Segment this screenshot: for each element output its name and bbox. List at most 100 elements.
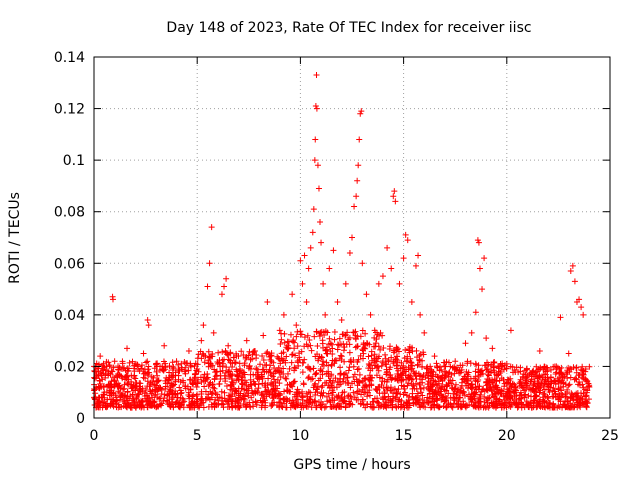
data-point (468, 398, 475, 405)
data-point (427, 404, 434, 411)
data-point (299, 280, 306, 287)
data-point (166, 363, 173, 370)
data-point (542, 404, 549, 411)
data-point (443, 387, 450, 394)
data-point (289, 383, 296, 390)
data-point (253, 401, 260, 408)
data-point (439, 394, 446, 401)
data-point (100, 391, 107, 398)
data-point (304, 332, 311, 339)
data-point (313, 329, 320, 336)
data-point (206, 260, 213, 267)
data-point (240, 392, 247, 399)
data-point (552, 394, 559, 401)
data-point (166, 369, 173, 376)
data-point (218, 395, 225, 402)
data-point (359, 397, 366, 404)
data-point (511, 386, 518, 393)
data-point (325, 341, 332, 348)
data-point (426, 395, 433, 402)
data-point (284, 370, 291, 377)
data-point (228, 372, 235, 379)
data-point (427, 384, 434, 391)
data-point (489, 345, 496, 352)
data-point (489, 392, 496, 399)
data-point (374, 363, 381, 370)
data-point (111, 382, 118, 389)
data-point (537, 364, 544, 371)
data-point (567, 395, 574, 402)
data-point (550, 401, 557, 408)
data-point (154, 372, 161, 379)
data-point (155, 377, 162, 384)
data-point (326, 265, 333, 272)
data-point (507, 363, 514, 370)
data-point (310, 384, 317, 391)
data-point (171, 381, 178, 388)
data-point (156, 401, 163, 408)
data-point (486, 378, 493, 385)
data-point (557, 398, 564, 405)
data-point (483, 366, 490, 373)
data-point (239, 381, 246, 388)
data-point (248, 382, 255, 389)
data-point (211, 385, 218, 392)
data-point (362, 389, 369, 396)
data-point (258, 404, 265, 411)
data-point (182, 383, 189, 390)
data-point (346, 249, 353, 256)
data-point (561, 401, 568, 408)
data-point (191, 371, 198, 378)
data-point (318, 354, 325, 361)
data-point (169, 401, 176, 408)
data-point (365, 353, 372, 360)
data-point (420, 384, 427, 391)
data-point (247, 371, 254, 378)
data-point (149, 394, 156, 401)
data-point (327, 348, 334, 355)
data-point (300, 381, 307, 388)
data-point (371, 403, 378, 410)
data-point (398, 382, 405, 389)
data-point (305, 265, 312, 272)
data-point (222, 375, 229, 382)
data-point (334, 341, 341, 348)
data-point (410, 368, 417, 375)
data-point (563, 394, 570, 401)
data-point (325, 368, 332, 375)
data-point (449, 404, 456, 411)
data-point (413, 394, 420, 401)
x-axis-label: GPS time / hours (293, 457, 410, 473)
data-point (474, 237, 481, 244)
data-point (173, 399, 180, 406)
data-point (392, 394, 399, 401)
data-point (504, 376, 511, 383)
data-point (131, 365, 138, 372)
data-point (349, 234, 355, 241)
data-point (229, 403, 236, 410)
data-point (286, 365, 293, 372)
data-point (209, 389, 216, 396)
data-point (548, 366, 555, 373)
data-point (400, 391, 407, 398)
data-point (386, 346, 393, 353)
data-point (416, 357, 423, 364)
data-point (221, 389, 228, 396)
data-point (324, 350, 331, 357)
data-point (163, 374, 170, 381)
data-point (151, 365, 158, 372)
data-point (488, 368, 495, 375)
data-point (496, 363, 503, 370)
data-point (215, 401, 222, 408)
data-point (409, 393, 416, 400)
data-point (402, 368, 409, 375)
data-point (349, 401, 356, 408)
data-point (362, 330, 369, 337)
data-point (412, 380, 419, 387)
data-point (106, 392, 113, 399)
data-point (116, 364, 123, 371)
data-point (107, 389, 114, 396)
data-point (379, 375, 386, 382)
data-point (564, 388, 571, 395)
data-point (323, 346, 330, 353)
